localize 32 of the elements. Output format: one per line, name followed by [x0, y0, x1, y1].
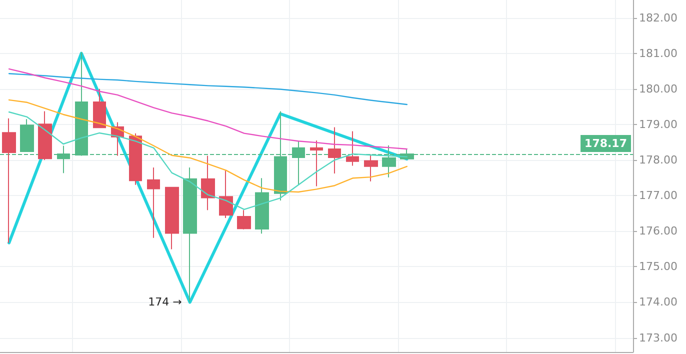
- candlestick: [165, 186, 179, 250]
- y-tick-label: 173.00: [639, 331, 678, 344]
- candlestick: [129, 132, 142, 186]
- candlestick: [364, 154, 378, 182]
- candlestick: [183, 166, 197, 303]
- y-tick-label: 181.00: [639, 46, 678, 60]
- candlestick: [147, 166, 160, 238]
- y-tick-label: 175.00: [639, 260, 678, 274]
- candlestick: [255, 178, 269, 234]
- y-tick-label: 174.00: [639, 296, 678, 309]
- y-tick-label: 178.00: [639, 154, 678, 166]
- candlestick: [38, 110, 52, 160]
- candlestick: [219, 170, 233, 218]
- y-tick-label: 177.00: [639, 189, 678, 202]
- y-tick-label: 176.00: [639, 224, 678, 238]
- y-tick-label: 180.00: [639, 82, 678, 96]
- candlestick: [2, 118, 16, 244]
- annotation: 174 →: [148, 296, 182, 309]
- line-series: [8, 68, 408, 150]
- candlestick: [310, 140, 323, 187]
- y-tick-label: 182.00: [639, 11, 678, 24]
- candlestick: [346, 130, 359, 166]
- candlestick: [237, 210, 251, 230]
- line-series: [8, 99, 408, 193]
- y-tick-label: 179.00: [639, 118, 678, 131]
- line-series: [8, 111, 408, 210]
- ref-line-label: 178.17: [584, 136, 627, 150]
- candlestick: [20, 118, 34, 152]
- candlestick: [201, 155, 215, 211]
- line-series: [8, 73, 408, 106]
- candlestick: [93, 88, 106, 128]
- candlestick: [328, 126, 341, 174]
